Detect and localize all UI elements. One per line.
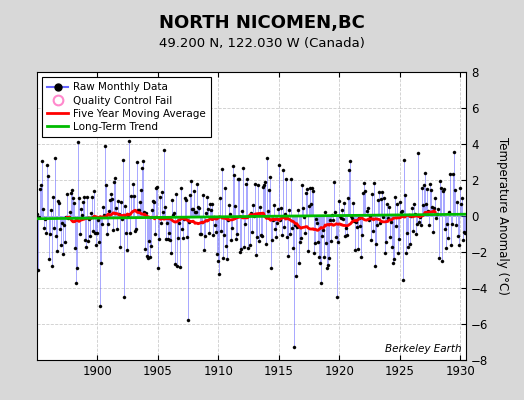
Text: 49.200 N, 122.030 W (Canada): 49.200 N, 122.030 W (Canada) bbox=[159, 37, 365, 50]
Y-axis label: Temperature Anomaly (°C): Temperature Anomaly (°C) bbox=[496, 137, 509, 295]
Text: Berkeley Earth: Berkeley Earth bbox=[386, 344, 462, 354]
Legend: Raw Monthly Data, Quality Control Fail, Five Year Moving Average, Long-Term Tren: Raw Monthly Data, Quality Control Fail, … bbox=[42, 77, 211, 137]
Text: NORTH NICOMEN,BC: NORTH NICOMEN,BC bbox=[159, 14, 365, 32]
